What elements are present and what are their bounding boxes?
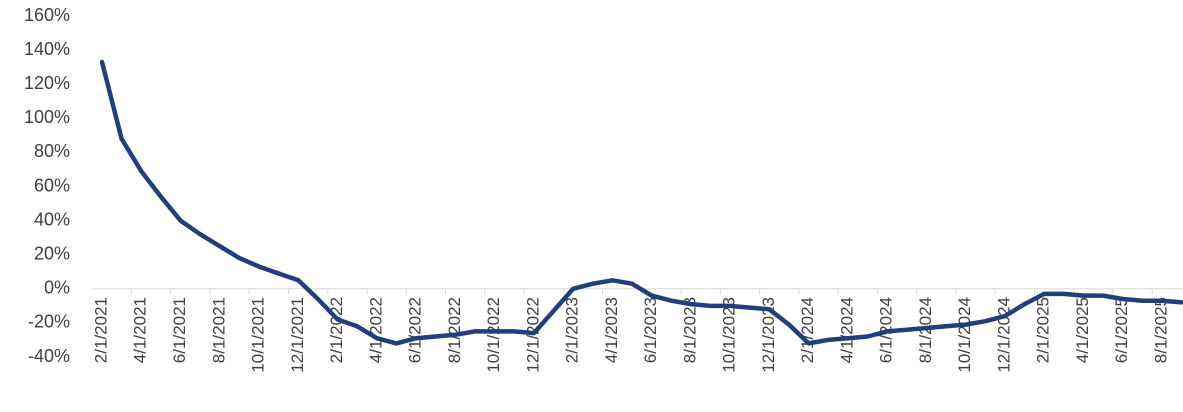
y-tick-label: 60% — [34, 175, 70, 195]
y-tick-label: -20% — [28, 312, 70, 332]
x-tick-label: 2/1/2021 — [91, 297, 110, 363]
x-tick-label: 2/1/2023 — [563, 297, 582, 363]
x-tick-label: 4/1/2022 — [366, 297, 385, 363]
x-tick-label: 6/1/2022 — [406, 297, 425, 363]
x-tick-label: 8/1/2021 — [209, 297, 228, 363]
x-tick-label: 2/1/2024 — [798, 297, 817, 363]
y-tick-label: 100% — [24, 107, 70, 127]
x-tick-label: 6/1/2025 — [1112, 297, 1131, 363]
x-tick-label: 4/1/2025 — [1073, 297, 1092, 363]
x-tick-label: 12/1/2024 — [994, 297, 1013, 373]
x-tick-label: 4/1/2023 — [602, 297, 621, 363]
x-tick-label: 6/1/2021 — [170, 297, 189, 363]
y-tick-label: 0% — [44, 278, 70, 298]
x-tick-label: 8/1/2022 — [445, 297, 464, 363]
y-tick-label: -40% — [28, 346, 70, 366]
x-tick-label: 12/1/2021 — [288, 297, 307, 373]
y-tick-label: 160% — [24, 5, 70, 25]
data-line — [99, 59, 1183, 346]
x-tick-label: 6/1/2023 — [641, 297, 660, 363]
y-tick-label: 120% — [24, 73, 70, 93]
x-tick-label: 8/1/2025 — [1152, 297, 1171, 363]
y-tick-label: 140% — [24, 39, 70, 59]
x-tick-label: 4/1/2021 — [131, 297, 150, 363]
x-tick-label: 10/1/2024 — [955, 297, 974, 373]
x-tick-label: 2/1/2025 — [1034, 297, 1053, 363]
x-tick-label: 4/1/2024 — [837, 297, 856, 363]
y-tick-label: 20% — [34, 243, 70, 263]
y-tick-label: 40% — [34, 209, 70, 229]
x-tick-label: 12/1/2023 — [759, 297, 778, 373]
x-tick-label: 8/1/2023 — [680, 297, 699, 363]
y-tick-label: 80% — [34, 141, 70, 161]
x-tick-label: 2/1/2022 — [327, 297, 346, 363]
x-tick-label: 10/1/2023 — [720, 297, 739, 373]
x-tick-label: 10/1/2021 — [249, 297, 268, 373]
x-tick-label: 10/1/2022 — [484, 297, 503, 373]
